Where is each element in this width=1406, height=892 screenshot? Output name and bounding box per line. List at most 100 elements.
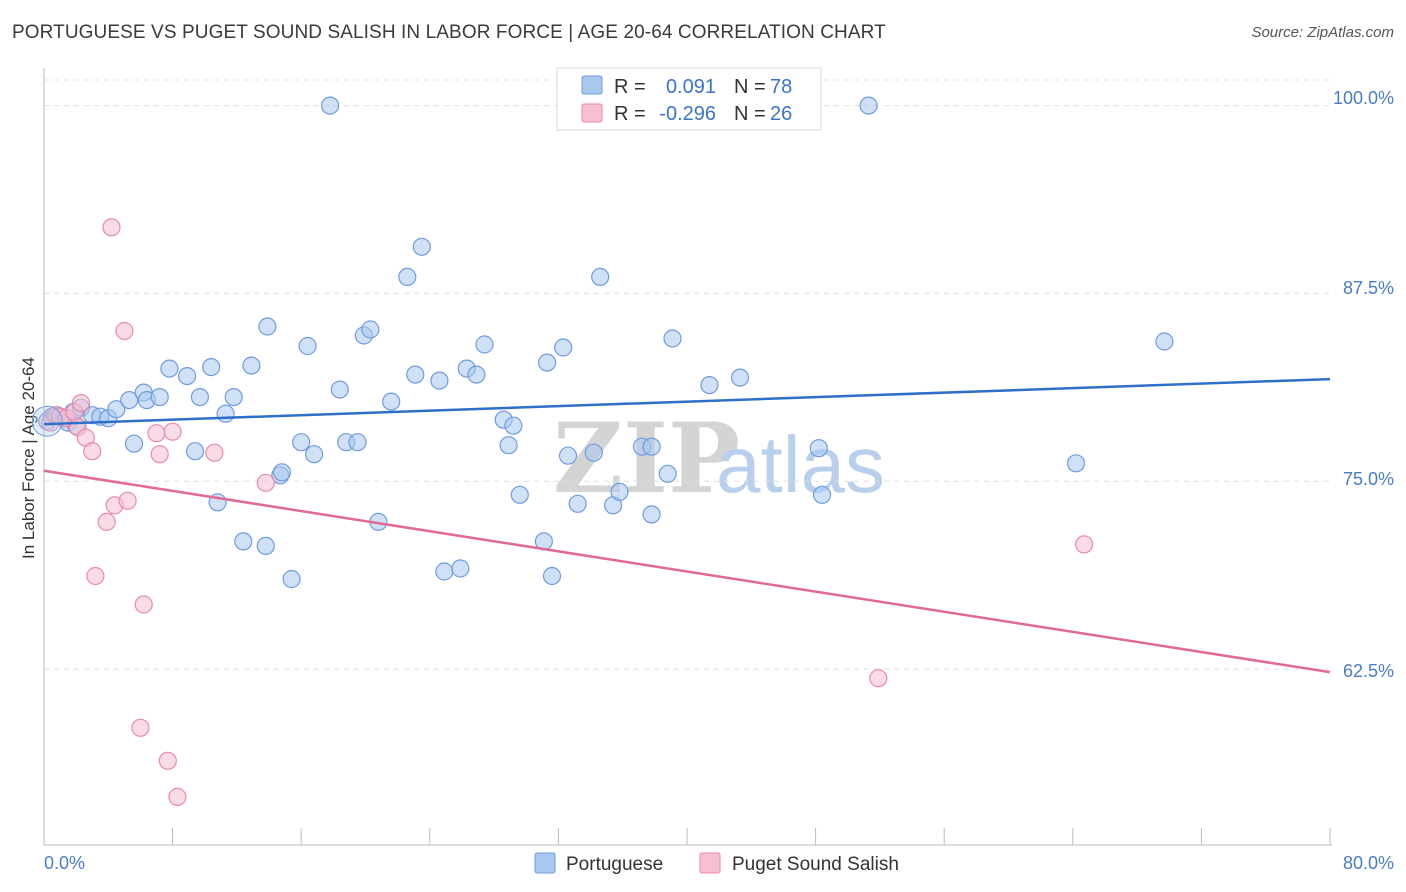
point-portuguese-13 xyxy=(124,434,144,453)
point-puget-sound-salish-23 xyxy=(256,473,275,492)
point-portuguese-31 xyxy=(282,569,301,589)
point-puget-sound-salish-22 xyxy=(205,443,224,462)
correlation-legend: R = 0.091 N = 78 R = -0.296 N = 26 xyxy=(556,67,822,131)
point-puget-sound-salish-6 xyxy=(71,394,91,413)
point-portuguese-59 xyxy=(554,338,573,357)
point-puget-sound-salish-16 xyxy=(134,595,153,614)
point-portuguese-58 xyxy=(542,566,562,586)
point-puget-sound-salish-8 xyxy=(83,442,102,461)
watermark-atlas: atlas xyxy=(716,420,885,509)
point-portuguese-38 xyxy=(348,433,367,452)
point-portuguese-67 xyxy=(642,437,661,456)
point-puget-sound-salish-13 xyxy=(115,321,134,341)
source-label: Source: ZipAtlas.com xyxy=(1251,24,1394,41)
y-tick-label-100: 100.0% xyxy=(1333,88,1394,108)
point-portuguese-17 xyxy=(150,388,169,407)
point-puget-sound-salish-19 xyxy=(158,751,177,770)
point-portuguese-47 xyxy=(435,562,454,581)
point-portuguese-25 xyxy=(234,532,253,551)
point-portuguese-42 xyxy=(382,392,401,411)
point-portuguese-33 xyxy=(298,336,317,356)
watermark-zip: ZIP xyxy=(553,402,740,515)
point-portuguese-69 xyxy=(658,464,677,483)
legend-r-label-puget: R = xyxy=(614,103,646,125)
x-tick-label-max: 80.0% xyxy=(1343,853,1394,873)
point-portuguese-53 xyxy=(499,436,518,455)
legend-n-label-portuguese: N = xyxy=(734,76,766,98)
point-portuguese-60 xyxy=(558,446,578,465)
point-portuguese-32 xyxy=(292,433,311,452)
point-portuguese-54 xyxy=(504,416,523,435)
point-puget-sound-salish-10 xyxy=(97,512,116,532)
point-portuguese-73 xyxy=(809,439,828,458)
point-puget-sound-salish-20 xyxy=(163,422,182,441)
point-portuguese-44 xyxy=(406,365,425,384)
point-portuguese-20 xyxy=(190,388,209,407)
point-puget-sound-salish-9 xyxy=(86,566,105,586)
point-portuguese-65 xyxy=(610,482,629,501)
point-portuguese-19 xyxy=(186,442,205,461)
point-puget-sound-salish-11 xyxy=(102,218,121,237)
point-puget-sound-salish-15 xyxy=(131,718,150,737)
point-portuguese-43 xyxy=(398,267,417,286)
y-tick-label-62-5: 62.5% xyxy=(1343,661,1394,681)
point-portuguese-57 xyxy=(537,353,557,372)
point-portuguese-34 xyxy=(305,445,324,464)
point-portuguese-68 xyxy=(642,505,661,524)
series-legend-swatch-portuguese xyxy=(534,852,556,874)
point-portuguese-55 xyxy=(510,485,529,504)
point-portuguese-26 xyxy=(242,356,261,375)
point-portuguese-62 xyxy=(584,443,603,462)
point-portuguese-36 xyxy=(330,380,349,399)
legend-n-value-puget: 26 xyxy=(770,103,792,125)
point-portuguese-28 xyxy=(258,317,277,336)
point-portuguese-63 xyxy=(591,267,610,286)
point-portuguese-18 xyxy=(178,367,197,386)
legend-n-label-puget: N = xyxy=(734,103,766,125)
legend-n-value-portuguese: 78 xyxy=(770,76,792,98)
legend-r-label-portuguese: R = xyxy=(614,76,646,98)
point-portuguese-61 xyxy=(568,494,587,513)
x-axis-ticks xyxy=(172,828,1331,845)
point-portuguese-35 xyxy=(321,96,340,115)
legend-r-value-portuguese: 0.091 xyxy=(666,76,716,98)
y-axis-title: In Labor Force | Age 20-64 xyxy=(19,357,38,559)
point-portuguese-16 xyxy=(160,359,179,378)
legend-swatch-puget-sound-salish xyxy=(581,103,603,123)
trend-line-puget-sound-salish xyxy=(43,469,1331,674)
point-portuguese-40 xyxy=(361,320,380,339)
series-legend-swatch-puget-sound-salish xyxy=(699,852,721,874)
point-portuguese-12 xyxy=(120,391,139,410)
series-legend-label-portuguese: Portuguese xyxy=(566,854,663,875)
legend-swatch-portuguese xyxy=(581,75,603,95)
grid-lines xyxy=(44,79,1330,670)
series-legend-label-puget-sound-salish: Puget Sound Salish xyxy=(732,854,899,875)
point-portuguese-50 xyxy=(467,365,486,384)
point-portuguese-76 xyxy=(1066,454,1086,473)
point-puget-sound-salish-24 xyxy=(869,669,888,688)
point-portuguese-70 xyxy=(663,329,682,348)
x-tick-label-min: 0.0% xyxy=(44,853,85,873)
point-puget-sound-salish-21 xyxy=(168,787,187,807)
point-portuguese-48 xyxy=(451,559,470,578)
point-portuguese-71 xyxy=(700,376,719,395)
point-portuguese-46 xyxy=(430,371,449,390)
y-tick-label-87-5: 87.5% xyxy=(1343,278,1394,298)
legend-r-value-puget: -0.296 xyxy=(659,103,716,125)
point-puget-sound-salish-14 xyxy=(118,491,137,510)
chart-title: PORTUGUESE VS PUGET SOUND SALISH IN LABO… xyxy=(12,22,886,43)
y-tick-labels: 62.5% 75.0% 87.5% 100.0% xyxy=(1333,88,1394,681)
point-portuguese-23 xyxy=(216,404,235,423)
point-portuguese-45 xyxy=(412,237,431,256)
trend-lines xyxy=(43,377,1331,674)
point-puget-sound-salish-17 xyxy=(147,424,166,443)
point-portuguese-51 xyxy=(475,335,494,354)
point-portuguese-77 xyxy=(1155,332,1174,351)
point-portuguese-24 xyxy=(224,388,243,407)
data-points xyxy=(31,96,1174,807)
series-legend: Portuguese Puget Sound Salish xyxy=(534,852,899,875)
y-tick-label-75: 75.0% xyxy=(1343,469,1394,489)
point-portuguese-cluster xyxy=(31,405,63,437)
point-portuguese-30 xyxy=(272,463,291,482)
